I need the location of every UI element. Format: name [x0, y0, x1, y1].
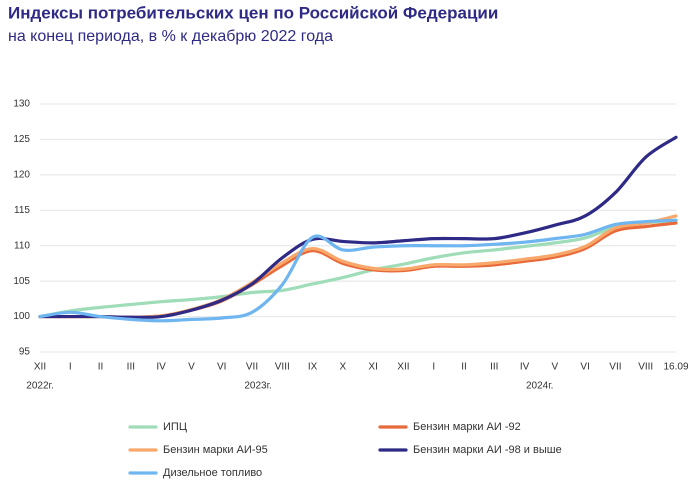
series-line	[38, 218, 678, 319]
y-tick-label: 120	[13, 169, 30, 180]
x-tick-label: IV	[156, 362, 166, 373]
x-tick-label: X	[340, 362, 347, 373]
y-tick-label: 130	[13, 99, 30, 110]
x-tick-label: 16.09	[663, 362, 688, 373]
x-tick-label: I	[69, 362, 72, 373]
x-tick-label: III	[490, 362, 498, 373]
series-line	[38, 135, 678, 319]
y-tick-label: 115	[14, 205, 30, 216]
x-tick-label: VIII	[275, 362, 290, 373]
x-tick-label: IV	[520, 362, 530, 373]
chart-subtitle: на конец периода, в % к декабрю 2022 год…	[8, 28, 333, 45]
x-tick-label: II	[98, 362, 104, 373]
x-tick-label: VII	[246, 362, 258, 373]
x-tick-label: VI	[580, 362, 589, 373]
year-label: 2023г.	[244, 381, 271, 392]
y-tick-label: 105	[13, 276, 30, 287]
legend-label: Бензин марки АИ -92	[413, 421, 521, 433]
x-tick-label: XII	[34, 362, 46, 373]
x-tick-label: III	[127, 362, 135, 373]
legend-label: Дизельное топливо	[163, 467, 262, 479]
x-tick-label: V	[188, 362, 195, 373]
series-line	[38, 218, 678, 323]
year-label: 2022г.	[26, 381, 53, 392]
x-tick-label: VI	[217, 362, 226, 373]
year-label: 2024г.	[526, 381, 553, 392]
x-tick-label: V	[552, 362, 559, 373]
series-line	[38, 214, 678, 319]
chart-title: Индексы потребительских цен по Российско…	[8, 3, 498, 22]
legend-label: ИПЦ	[163, 421, 187, 433]
y-tick-label: 110	[14, 240, 30, 251]
legend-label: Бензин марки АИ -98 и выше	[413, 444, 562, 456]
x-tick-label: VIII	[638, 362, 653, 373]
x-tick-label: I	[432, 362, 435, 373]
x-tick-label: VII	[609, 362, 621, 373]
y-tick-label: 100	[13, 311, 30, 322]
y-tick-label: 95	[19, 347, 31, 358]
x-tick-label: IX	[308, 362, 318, 373]
legend-label: Бензин марки АИ-95	[163, 444, 268, 456]
x-tick-label: XI	[368, 362, 377, 373]
y-tick-label: 125	[13, 134, 30, 145]
x-tick-label: XII	[397, 362, 409, 373]
x-tick-label: II	[461, 362, 467, 373]
